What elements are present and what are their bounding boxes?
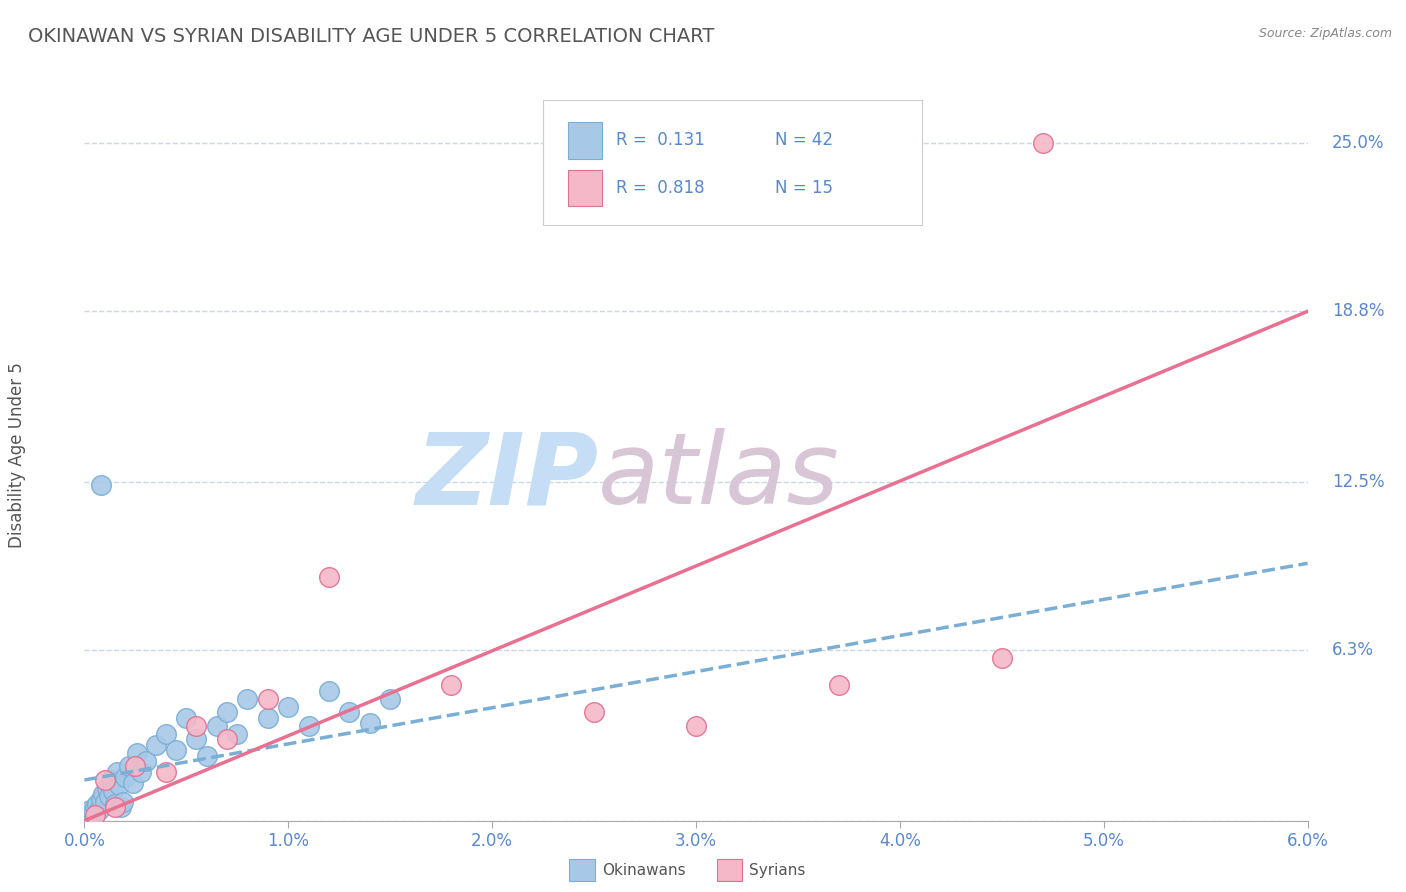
Point <box>79 803 101 817</box>
Point <box>90 792 112 806</box>
Point <box>91 787 114 801</box>
Point <box>93 772 115 787</box>
Point <box>110 800 132 814</box>
Point <box>359 716 381 731</box>
Point <box>104 800 127 814</box>
Text: 18.8%: 18.8% <box>1331 302 1385 320</box>
Point <box>112 795 135 809</box>
Point <box>186 719 208 733</box>
Point <box>87 803 110 817</box>
Point <box>105 764 128 779</box>
Point <box>83 800 105 814</box>
Point <box>82 805 104 820</box>
Point <box>101 784 124 798</box>
Point <box>298 719 321 733</box>
Point <box>104 797 127 812</box>
Point <box>93 795 115 809</box>
Point <box>195 748 218 763</box>
Point <box>96 781 118 796</box>
Point <box>114 770 136 784</box>
FancyBboxPatch shape <box>543 100 922 225</box>
Point <box>174 711 197 725</box>
Text: ZIP: ZIP <box>415 428 598 525</box>
Point <box>217 706 239 720</box>
Text: Disability Age Under 5: Disability Age Under 5 <box>8 362 27 548</box>
Point <box>1032 136 1054 151</box>
Point <box>217 732 239 747</box>
Point <box>86 797 108 812</box>
Text: Source: ZipAtlas.com: Source: ZipAtlas.com <box>1258 27 1392 40</box>
Point <box>828 678 851 692</box>
Point <box>318 570 340 584</box>
Point <box>440 678 463 692</box>
Text: OKINAWAN VS SYRIAN DISABILITY AGE UNDER 5 CORRELATION CHART: OKINAWAN VS SYRIAN DISABILITY AGE UNDER … <box>28 27 714 45</box>
Point <box>257 691 280 706</box>
Point <box>226 727 249 741</box>
Point <box>155 764 177 779</box>
Point <box>277 699 299 714</box>
Point <box>100 772 122 787</box>
Point <box>155 727 177 741</box>
Point <box>97 789 120 804</box>
Text: 25.0%: 25.0% <box>1331 135 1385 153</box>
Point <box>205 719 228 733</box>
Text: N = 42: N = 42 <box>776 131 834 149</box>
Point <box>122 775 145 789</box>
Bar <box>568 169 602 206</box>
Point <box>165 743 187 757</box>
Point <box>990 651 1012 665</box>
Point <box>380 691 402 706</box>
Text: atlas: atlas <box>598 428 839 525</box>
Point <box>257 711 280 725</box>
Point <box>127 746 149 760</box>
Point <box>135 754 157 768</box>
Point <box>83 808 105 822</box>
Point <box>318 683 340 698</box>
Text: N = 15: N = 15 <box>776 179 834 197</box>
Point <box>108 779 131 793</box>
Point <box>582 706 605 720</box>
Bar <box>568 122 602 159</box>
Point <box>339 706 360 720</box>
Text: Okinawans: Okinawans <box>602 863 685 878</box>
Text: 6.3%: 6.3% <box>1331 641 1374 659</box>
Point <box>118 759 141 773</box>
Text: R =  0.131: R = 0.131 <box>616 131 706 149</box>
Text: R =  0.818: R = 0.818 <box>616 179 704 197</box>
Point <box>685 719 707 733</box>
Point <box>77 808 100 822</box>
Point <box>236 691 259 706</box>
Point <box>186 732 208 747</box>
Point <box>90 477 112 491</box>
Point <box>124 759 146 773</box>
Text: Syrians: Syrians <box>749 863 806 878</box>
Text: 12.5%: 12.5% <box>1331 473 1385 491</box>
Point <box>145 738 167 752</box>
Point <box>131 764 153 779</box>
